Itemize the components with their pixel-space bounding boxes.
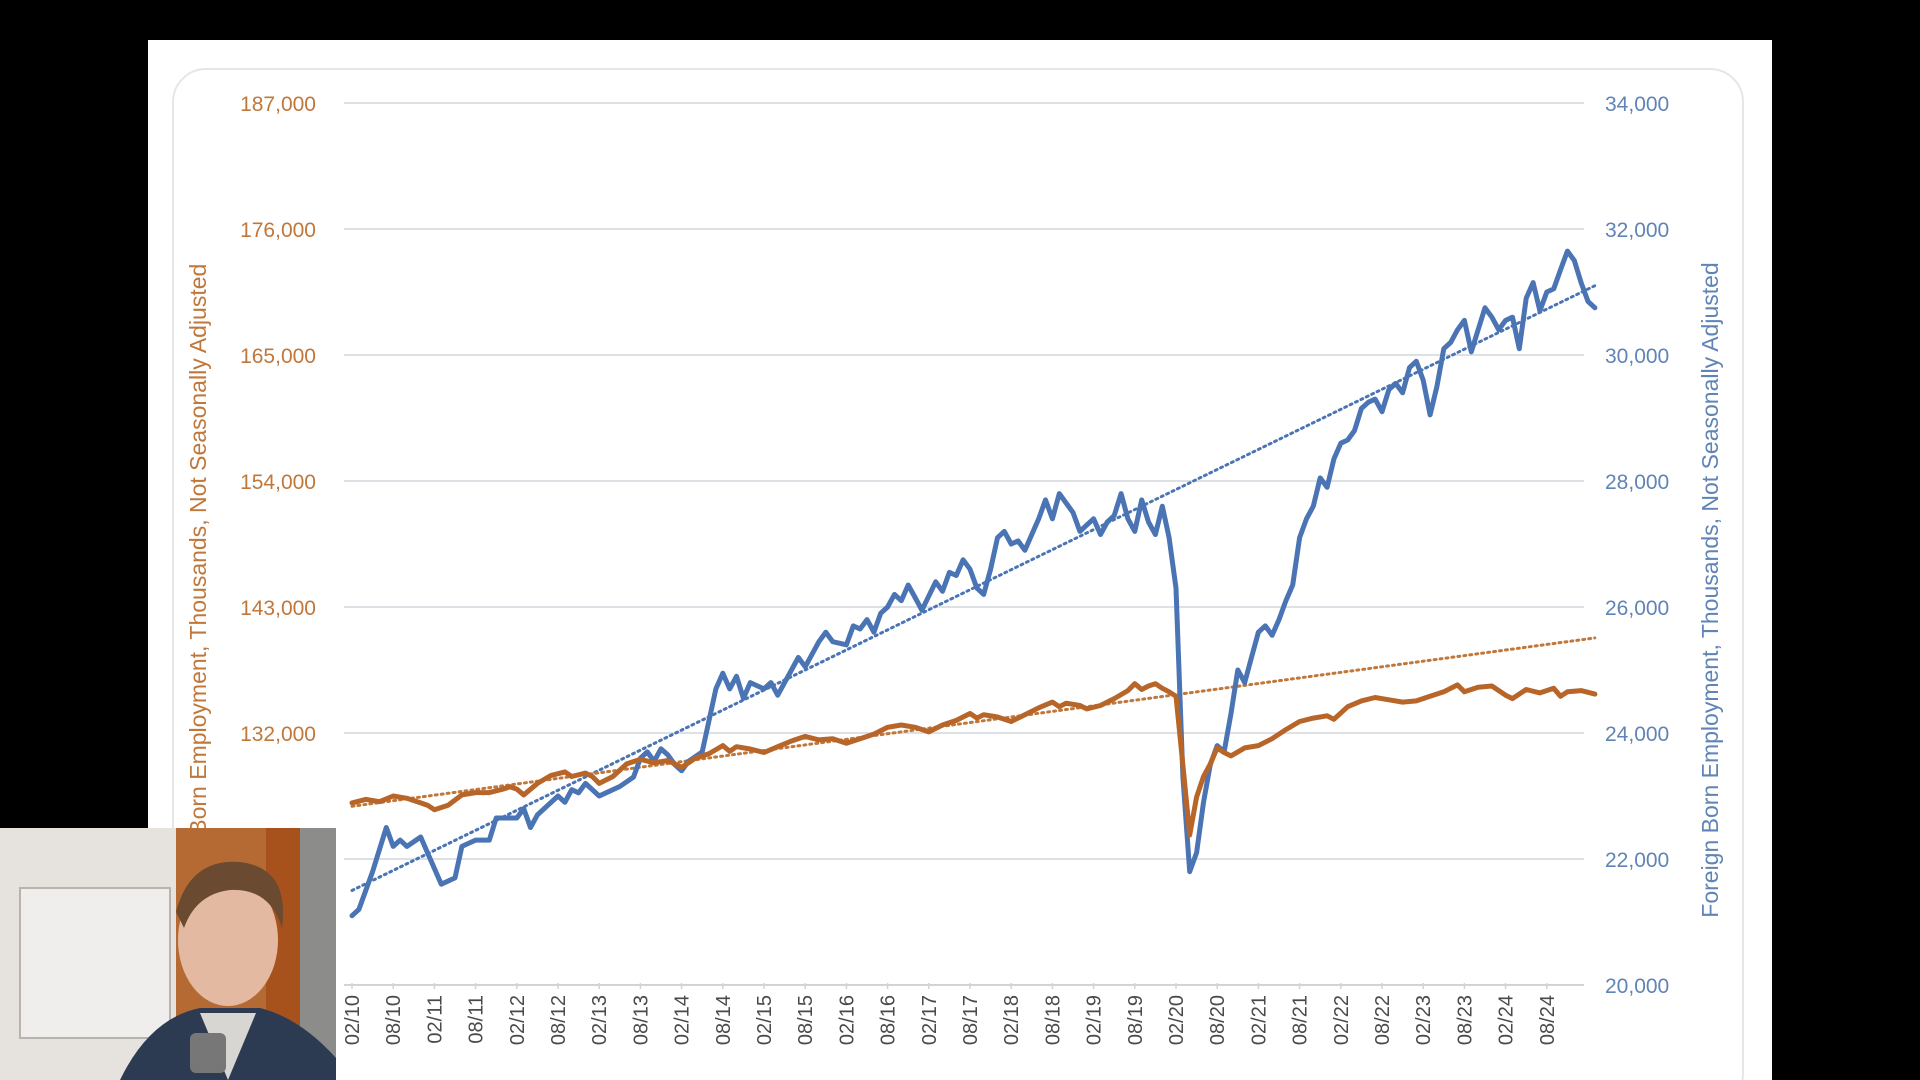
x-axis-ticks: 02/10 08/10 02/11 08/11 02/12 08/12 02/13 08/13… [342,983,1559,1045]
left-tick-label: 165,000 [240,345,316,368]
x-tick-label: 08/21 [1290,995,1312,1045]
x-tick-label: 08/24 [1537,995,1559,1045]
x-tick-label: 02/23 [1413,995,1435,1045]
left-tick-label: 143,000 [240,597,316,620]
native-born-series-line [349,681,1598,838]
x-tick-label: 08/16 [878,995,900,1045]
trendlines [350,284,1597,892]
right-tick-label: 20,000 [1605,975,1669,998]
x-tick-label: 02/11 [424,995,446,1044]
foreign-born-series-line [349,248,1598,919]
x-tick-label: 08/15 [795,995,817,1045]
right-tick-label: 26,000 [1605,597,1669,620]
left-y-axis-title: Native Born Employment, Thousands, Not S… [185,264,211,907]
left-y-axis-ticks: 187,000 176,000 165,000 154,000 143,000 132,0… [240,93,316,746]
left-tick-label: 132,000 [240,723,316,746]
x-tick-label: 02/12 [507,995,529,1045]
x-tick-label: 08/17 [960,995,982,1045]
x-tick-label: 08/19 [1125,995,1147,1045]
x-tick-label: 02/17 [919,995,941,1045]
left-tick-label: 187,000 [240,93,316,116]
right-tick-label: 28,000 [1605,471,1669,494]
right-y-axis-title: Foreign Born Employment, Thousands, Not … [1697,262,1723,917]
x-tick-label: 02/22 [1331,995,1353,1045]
slide-canvas: 187,000 176,000 165,000 154,000 143,000 132,0… [148,40,1772,1080]
x-tick-label: 02/20 [1166,995,1188,1045]
foreign-born-trendline [350,284,1597,892]
x-tick-label: 02/16 [836,995,858,1045]
right-tick-label: 32,000 [1605,219,1669,242]
right-tick-label: 22,000 [1605,849,1669,872]
x-tick-label: 08/14 [713,995,735,1045]
webcam-person-icon [0,828,336,1080]
right-y-axis-ticks: 34,000 32,000 30,000 28,000 26,000 24,000 22,0… [1605,93,1669,998]
x-tick-label: 08/13 [630,995,652,1045]
x-tick-label: 08/23 [1454,995,1476,1045]
x-tick-label: 02/19 [1084,995,1106,1045]
x-tick-label: 08/22 [1372,995,1394,1045]
x-tick-label: 02/24 [1496,995,1518,1045]
x-tick-label: 08/20 [1207,995,1229,1045]
left-tick-label: 154,000 [240,471,316,494]
right-tick-label: 34,000 [1605,93,1669,116]
x-tick-label: 02/21 [1248,995,1270,1045]
x-tick-label: 08/10 [383,995,405,1045]
grid-lines [344,102,1584,986]
webcam-overlay [0,828,336,1080]
x-tick-label: 02/13 [589,995,611,1045]
x-tick-label: 08/12 [548,995,570,1045]
x-tick-label: 02/14 [672,995,694,1045]
right-tick-label: 24,000 [1605,723,1669,746]
x-tick-label: 02/15 [754,995,776,1045]
series-lines [349,248,1598,919]
x-tick-label: 02/10 [342,995,364,1045]
x-tick-label: 08/11 [466,995,488,1044]
dual-axis-line-chart: 187,000 176,000 165,000 154,000 143,000 132,0… [185,93,1723,1045]
native-born-trendline [350,636,1597,808]
left-tick-label: 176,000 [240,219,316,242]
x-tick-label: 02/18 [1001,995,1023,1045]
right-tick-label: 30,000 [1605,345,1669,368]
chart-frame [172,68,1744,1080]
x-tick-label: 08/18 [1042,995,1064,1045]
